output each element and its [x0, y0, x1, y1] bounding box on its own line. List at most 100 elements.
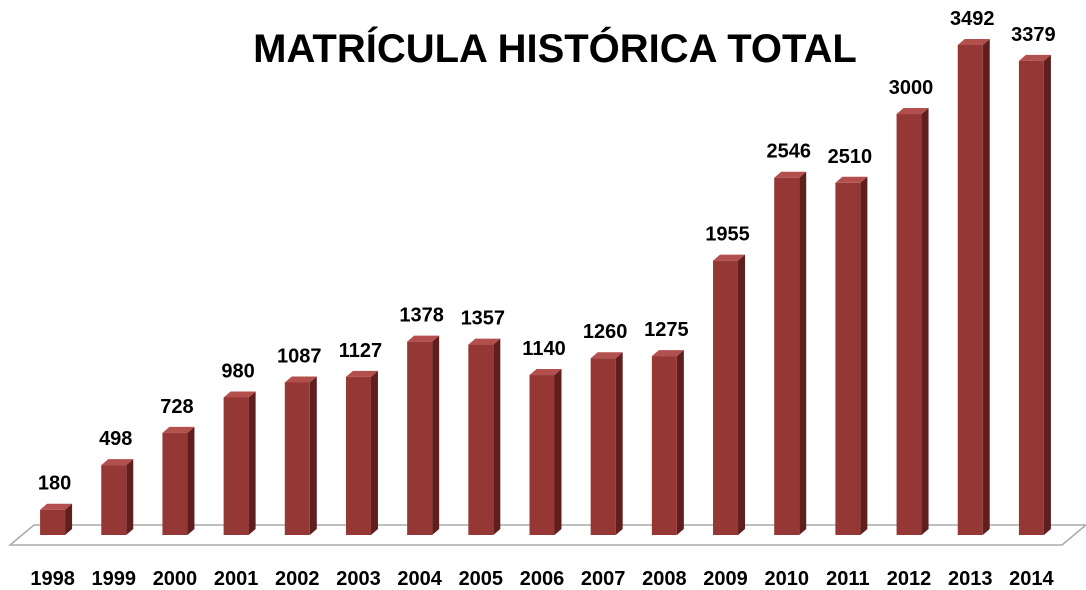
- bar-front: [345, 376, 371, 535]
- bar-front: [590, 358, 616, 535]
- bar-top: [957, 39, 990, 45]
- bar-side: [187, 426, 195, 535]
- bar-side: [799, 171, 807, 535]
- bar-front: [284, 382, 310, 535]
- bar-front: [529, 375, 555, 535]
- bar: [957, 39, 990, 535]
- x-tick-label: 2009: [703, 568, 748, 590]
- x-tick-label: 2003: [336, 568, 381, 590]
- bar-top: [713, 254, 746, 261]
- bar-side: [982, 39, 990, 535]
- data-label: 1357: [461, 308, 506, 330]
- bar: [101, 459, 134, 535]
- bar-top: [40, 503, 73, 510]
- bar-top: [101, 459, 134, 466]
- x-tick-label: 2000: [153, 568, 198, 590]
- data-label: 180: [38, 473, 71, 495]
- data-label: 498: [99, 428, 132, 450]
- bar-top: [345, 370, 378, 377]
- x-tick-label: 2012: [887, 568, 932, 590]
- bar-front: [40, 509, 66, 535]
- data-label: 3492: [950, 8, 995, 30]
- data-label: 3379: [1011, 24, 1056, 46]
- bar-top: [896, 108, 929, 115]
- bar-front: [101, 465, 127, 535]
- x-tick-label: 2014: [1009, 568, 1054, 590]
- bar: [1018, 54, 1051, 536]
- bar-top: [162, 426, 195, 433]
- data-label: 2546: [766, 141, 811, 163]
- bar-front: [713, 260, 739, 535]
- x-tick-label: 2001: [214, 568, 259, 590]
- data-label: 3000: [889, 77, 934, 99]
- bar: [162, 426, 195, 535]
- data-label: 1140: [522, 338, 565, 360]
- bar-front: [223, 397, 249, 535]
- chart-title: MATRÍCULA HISTÓRICA TOTAL: [253, 25, 857, 71]
- bar-side: [860, 176, 868, 535]
- bar-top: [590, 352, 623, 359]
- bar-top: [223, 391, 256, 398]
- bar-side: [65, 503, 73, 535]
- data-label: 728: [160, 396, 193, 418]
- bar: [468, 338, 501, 535]
- bar-front: [162, 432, 188, 535]
- x-tick-label: 2007: [581, 568, 626, 590]
- x-tick-label: 2011: [826, 568, 869, 590]
- data-label: 1260: [583, 321, 628, 343]
- bar-side: [493, 338, 501, 535]
- bar-front: [774, 177, 800, 535]
- bar-front: [468, 344, 494, 535]
- bar-top: [774, 171, 807, 178]
- bar: [651, 350, 684, 535]
- bar-side: [126, 459, 134, 535]
- bar-top: [1018, 54, 1051, 61]
- bar: [529, 369, 562, 535]
- bar: [835, 176, 868, 535]
- bar: [590, 352, 623, 535]
- x-tick-label: 2008: [642, 568, 687, 590]
- bar-side: [309, 376, 317, 535]
- x-tick-label: 1999: [92, 568, 137, 590]
- data-label: 1087: [277, 345, 322, 367]
- bar-side: [432, 335, 440, 535]
- data-label: 1127: [339, 340, 382, 362]
- bar-front: [407, 341, 433, 535]
- bar: [223, 391, 256, 535]
- bar-side: [738, 254, 746, 535]
- bar: [40, 503, 73, 535]
- x-tick-label: 1998: [30, 568, 75, 590]
- bar-side: [554, 369, 562, 535]
- bar-side: [370, 370, 378, 535]
- data-label: 980: [221, 360, 254, 382]
- bar: [284, 376, 317, 535]
- bar: [713, 254, 746, 535]
- bar-side: [615, 352, 623, 535]
- bar-front: [957, 45, 983, 535]
- bar: [345, 370, 378, 535]
- bar-top: [835, 176, 868, 183]
- bar-front: [835, 182, 861, 535]
- bar: [407, 335, 440, 535]
- x-tick-label: 2013: [948, 568, 993, 590]
- data-label: 1275: [644, 319, 689, 341]
- bar-top: [284, 376, 317, 383]
- data-label: 2510: [828, 146, 873, 168]
- bar-front: [896, 114, 922, 535]
- bar-side: [921, 108, 929, 535]
- bar-side: [676, 350, 684, 535]
- x-tick-label: 2005: [459, 568, 504, 590]
- bar: [774, 171, 807, 535]
- bar-top: [407, 335, 440, 342]
- data-label: 1378: [399, 305, 444, 327]
- x-tick-label: 2004: [397, 568, 442, 590]
- bar-side: [248, 391, 256, 535]
- bar-front: [651, 356, 677, 535]
- bar-top: [651, 350, 684, 357]
- x-tick-label: 2002: [275, 568, 320, 590]
- bar: [896, 108, 929, 535]
- bar-top: [529, 369, 562, 376]
- data-label: 1955: [705, 224, 750, 246]
- bar-side: [1043, 54, 1051, 536]
